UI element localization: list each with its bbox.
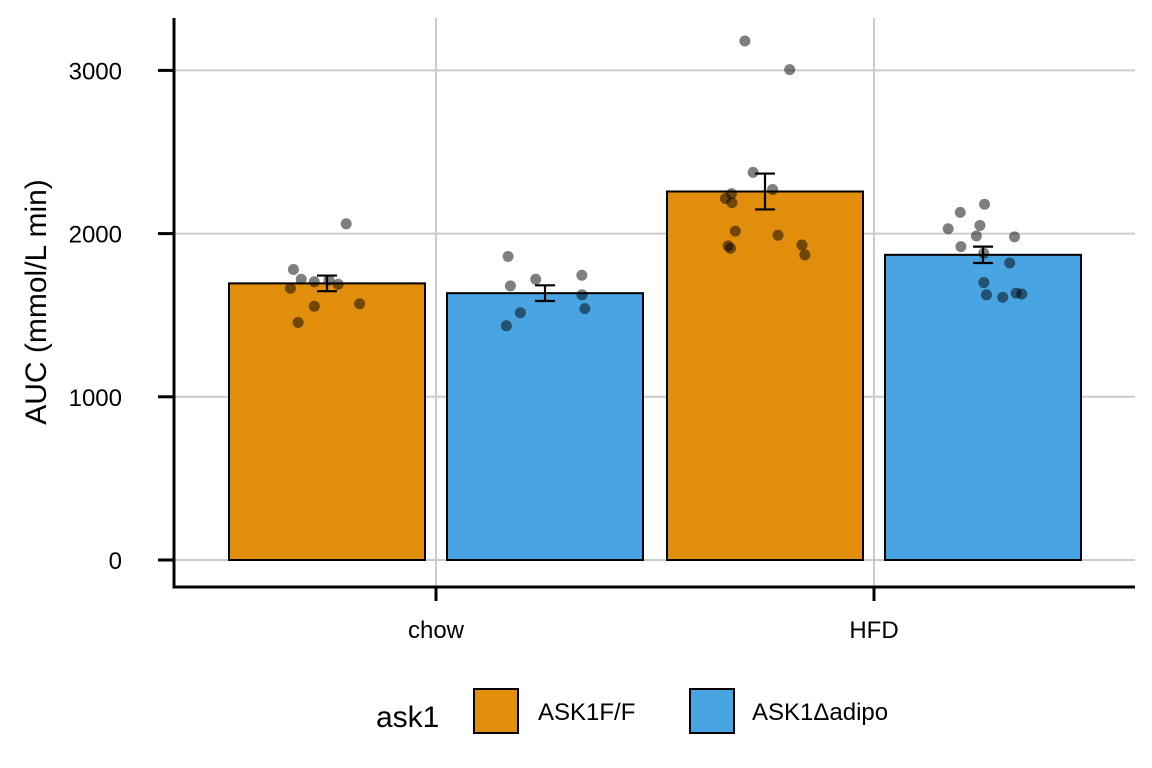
legend-swatch-ask1-delta-adipo [689,688,735,734]
data-point [287,264,299,276]
data-point [747,166,759,178]
bar-chow-series-2 [446,292,644,561]
error-bar [755,172,775,211]
data-point [954,206,966,218]
error-bar [317,274,337,293]
data-point [332,278,344,290]
legend-label-ask1ff: ASK1F/F [538,699,635,726]
legend-swatch-ask1ff [473,688,519,734]
data-point [284,282,296,294]
x-tick-label: HFD [849,617,898,644]
legend-label-ask1-delta-adipo: ASK1Δadipo [752,699,888,726]
data-point [292,317,304,329]
data-point [796,239,808,251]
bar-hfd-series-1 [666,190,864,562]
data-point [767,184,779,196]
data-point [724,242,736,254]
data-point [502,250,514,262]
data-point [799,249,811,261]
bars [228,190,1082,562]
data-point [739,35,751,47]
data-point [942,223,954,235]
data-point [974,219,986,231]
bar-chow-series-1 [228,282,426,561]
y-tick-label: 1000 [69,385,122,412]
data-point [1004,257,1016,269]
y-tick-label: 0 [109,548,122,575]
data-point [979,198,991,210]
data-point [1009,231,1021,243]
data-point [308,300,320,312]
data-point [340,218,352,230]
data-points [284,35,1028,332]
data-point [295,273,307,285]
error-bars [317,172,993,303]
bar-hfd-series-2 [884,253,1082,561]
data-point [579,303,591,315]
data-point [354,298,366,310]
y-tick-label: 2000 [69,222,122,249]
data-point [576,289,588,301]
data-point [530,273,542,285]
data-point [970,230,982,242]
data-point [997,291,1009,303]
data-point [978,277,990,289]
data-point [500,320,512,332]
data-point [514,307,526,319]
data-point [955,241,967,253]
data-point [726,197,738,209]
y-axis-title: AUC (mmol/L min) [20,179,53,425]
error-bar [973,245,993,265]
y-tick-label: 3000 [69,58,122,85]
data-point [308,276,320,288]
legend: ask1 ASK1F/F ASK1Δadipo [376,688,888,734]
data-point [504,280,516,292]
error-bar [535,284,555,303]
data-point [576,269,588,281]
data-point [772,229,784,241]
x-tick-label: chow [408,617,465,644]
data-point [980,289,992,301]
legend-title: ask1 [376,701,439,734]
data-point [1016,288,1028,300]
data-point [784,64,796,76]
data-point [729,225,741,237]
axes: 0 1000 2000 3000 chow HFD [69,18,1135,644]
